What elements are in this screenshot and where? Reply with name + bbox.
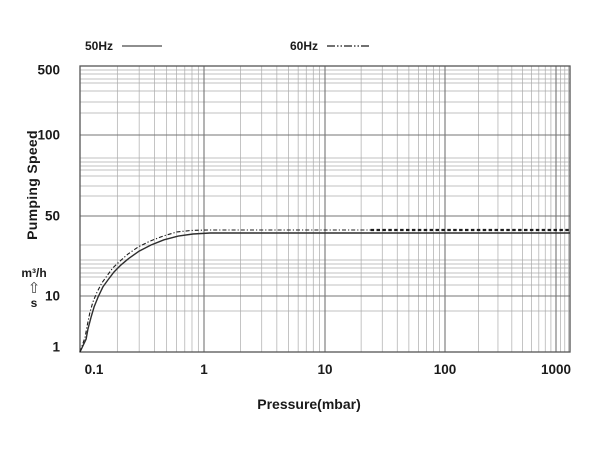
plot-frame bbox=[79, 65, 571, 353]
legend-line-50hz-swatch bbox=[122, 45, 163, 47]
x-tick-label: 1 bbox=[200, 362, 208, 377]
legend-item-60hz: 60Hz bbox=[290, 39, 372, 53]
x-axis-title: Pressure(mbar) bbox=[257, 396, 361, 412]
y-unit-numerator: m³/h bbox=[21, 266, 47, 280]
legend-label-50hz: 50Hz bbox=[85, 39, 114, 53]
y-tick-label: 50 bbox=[45, 209, 60, 224]
up-arrow-icon: ⇧ bbox=[27, 280, 41, 297]
y-axis-units: m³/h ⇧ s bbox=[10, 266, 58, 311]
y-tick-label: 10 bbox=[45, 289, 60, 304]
x-tick-label: 0.1 bbox=[85, 362, 104, 377]
y-tick-label: 1 bbox=[52, 340, 60, 355]
legend-item-50hz: 50Hz bbox=[85, 39, 163, 53]
x-tick-label: 100 bbox=[434, 362, 457, 377]
curve-60hz-fine bbox=[79, 229, 371, 353]
x-tick-label: 10 bbox=[317, 362, 332, 377]
curve-50hz bbox=[79, 232, 570, 353]
y-unit-denominator: s bbox=[30, 296, 38, 310]
y-tick-label: 500 bbox=[37, 63, 60, 78]
legend-line-60hz-swatch bbox=[327, 45, 372, 47]
legend-label-60hz: 60Hz bbox=[290, 39, 319, 53]
x-tick-label: 1000 bbox=[541, 362, 571, 377]
y-tick-label: 100 bbox=[37, 128, 60, 143]
